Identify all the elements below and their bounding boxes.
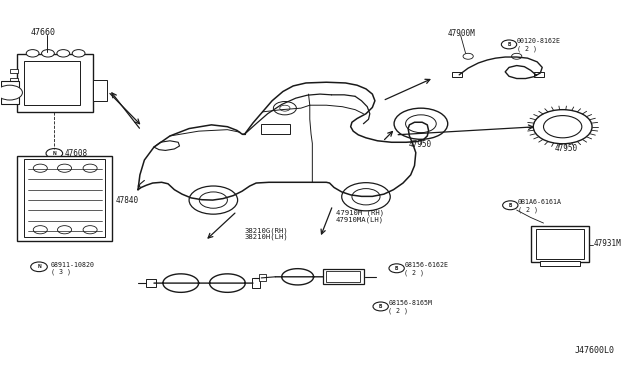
Bar bbox=[326, 271, 360, 282]
Circle shape bbox=[83, 164, 97, 172]
Circle shape bbox=[33, 164, 47, 172]
Bar bbox=[323, 269, 364, 284]
Bar bbox=[147, 279, 156, 287]
Circle shape bbox=[58, 164, 72, 172]
Bar bbox=[259, 274, 266, 281]
Text: 47900M: 47900M bbox=[448, 29, 476, 38]
Circle shape bbox=[394, 108, 448, 139]
Bar bbox=[534, 72, 544, 77]
Circle shape bbox=[533, 110, 592, 144]
Bar bbox=[261, 124, 290, 134]
Text: 00120-8162E
( 2 ): 00120-8162E ( 2 ) bbox=[516, 38, 561, 52]
Circle shape bbox=[58, 226, 72, 234]
Text: 47910MA(LH): 47910MA(LH) bbox=[336, 216, 384, 222]
Circle shape bbox=[72, 49, 85, 57]
Bar bbox=[17, 155, 112, 241]
Circle shape bbox=[406, 115, 436, 133]
Circle shape bbox=[33, 226, 47, 234]
Text: 08156-6162E
( 2 ): 08156-6162E ( 2 ) bbox=[404, 262, 448, 276]
Text: 08911-10820
( 3 ): 08911-10820 ( 3 ) bbox=[51, 262, 95, 275]
Circle shape bbox=[373, 302, 388, 311]
Circle shape bbox=[0, 85, 22, 100]
Circle shape bbox=[189, 186, 237, 214]
Text: N: N bbox=[37, 264, 41, 269]
Bar bbox=[252, 278, 260, 288]
Circle shape bbox=[389, 264, 404, 273]
Circle shape bbox=[502, 201, 518, 210]
Bar bbox=[540, 261, 580, 266]
Text: 47910M (RH): 47910M (RH) bbox=[336, 209, 384, 216]
Circle shape bbox=[42, 49, 54, 57]
Circle shape bbox=[342, 183, 390, 211]
Bar bbox=[1, 81, 19, 104]
Bar bbox=[10, 88, 18, 93]
Circle shape bbox=[273, 102, 296, 115]
Text: 47950: 47950 bbox=[408, 140, 431, 149]
Bar bbox=[24, 61, 80, 105]
Bar bbox=[10, 68, 18, 73]
Text: 38210G(RH): 38210G(RH) bbox=[244, 227, 289, 234]
Circle shape bbox=[352, 189, 380, 205]
Bar bbox=[10, 78, 18, 83]
Bar bbox=[536, 229, 584, 259]
Text: B: B bbox=[395, 266, 398, 271]
Bar bbox=[24, 159, 106, 237]
Circle shape bbox=[46, 148, 63, 158]
Text: 47660: 47660 bbox=[30, 28, 55, 37]
Text: 38210H(LH): 38210H(LH) bbox=[244, 234, 289, 240]
Text: N: N bbox=[52, 151, 56, 156]
Text: 0B1A6-6161A
( 2 ): 0B1A6-6161A ( 2 ) bbox=[518, 199, 562, 213]
Bar bbox=[452, 72, 462, 77]
Bar bbox=[17, 54, 93, 112]
Text: 47950: 47950 bbox=[555, 144, 578, 153]
Circle shape bbox=[280, 105, 290, 111]
Text: 47840: 47840 bbox=[116, 196, 139, 205]
Bar bbox=[10, 97, 18, 102]
Text: 47608: 47608 bbox=[65, 149, 88, 158]
Circle shape bbox=[83, 226, 97, 234]
Circle shape bbox=[199, 192, 227, 208]
Text: J47600L0: J47600L0 bbox=[574, 346, 614, 355]
Text: B: B bbox=[508, 42, 511, 47]
Bar bbox=[93, 80, 107, 101]
Circle shape bbox=[463, 53, 473, 59]
Circle shape bbox=[31, 262, 47, 272]
Circle shape bbox=[57, 49, 70, 57]
Text: 47931M: 47931M bbox=[593, 239, 621, 248]
Circle shape bbox=[26, 49, 39, 57]
Text: B: B bbox=[509, 203, 512, 208]
Circle shape bbox=[501, 40, 516, 49]
Text: 08156-8165M
( 2 ): 08156-8165M ( 2 ) bbox=[388, 301, 433, 314]
Circle shape bbox=[511, 53, 522, 59]
Bar bbox=[531, 226, 589, 262]
Circle shape bbox=[543, 116, 582, 138]
Text: B: B bbox=[379, 304, 382, 309]
